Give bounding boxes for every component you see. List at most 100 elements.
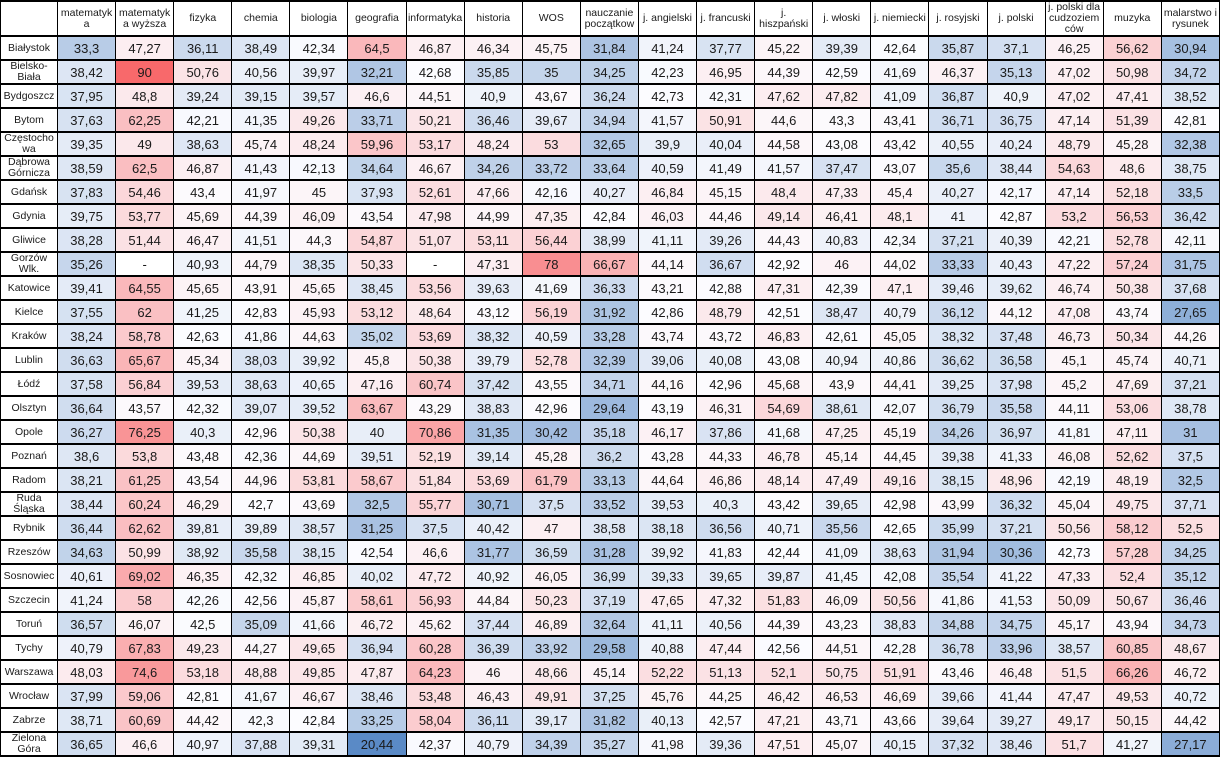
data-cell: 39,64 <box>928 707 988 734</box>
data-cell: 51,84 <box>405 467 465 494</box>
data-cell: 51,91 <box>870 659 930 686</box>
data-cell: 42,39 <box>812 275 872 302</box>
data-cell: 44,84 <box>463 587 523 614</box>
data-cell: 42,59 <box>812 59 872 86</box>
data-cell: 36,11 <box>463 707 523 734</box>
data-cell: 47,27 <box>115 35 175 62</box>
data-cell: 61,25 <box>115 467 175 494</box>
data-cell: 46,37 <box>928 59 988 86</box>
data-cell: 47,14 <box>1044 179 1104 206</box>
data-cell: 46,42 <box>754 683 814 710</box>
table-row: Poznań 38,6 53,8 43,48 42,36 44,69 39,51 52,19 3… <box>0 443 1220 470</box>
data-cell: 39,92 <box>289 347 349 374</box>
data-cell: 38,15 <box>289 539 349 566</box>
data-cell: 44,41 <box>870 371 930 398</box>
data-cell: 46,43 <box>463 683 523 710</box>
data-cell: 39,36 <box>696 731 756 758</box>
data-cell: 62 <box>115 299 175 326</box>
data-cell: 42,81 <box>173 683 233 710</box>
data-cell: 44,33 <box>696 443 756 470</box>
data-cell: 46,69 <box>870 683 930 710</box>
data-cell: 38,32 <box>463 323 523 350</box>
data-cell: 39,62 <box>986 275 1046 302</box>
data-cell: 42,07 <box>870 395 930 422</box>
data-cell: 46,87 <box>405 35 465 62</box>
data-cell: 37,98 <box>986 371 1046 398</box>
data-cell: 36,79 <box>928 395 988 422</box>
data-cell: 49,53 <box>1102 683 1162 710</box>
row-header: Tychy <box>0 635 58 662</box>
column-header-15: j. niemiecki <box>870 0 930 38</box>
data-cell: 41,86 <box>928 587 988 614</box>
data-cell: 42,84 <box>579 203 639 230</box>
data-cell: 43,74 <box>1102 299 1162 326</box>
data-cell: 42,23 <box>637 59 698 86</box>
data-cell: 43,08 <box>754 347 814 374</box>
data-cell: 35 <box>521 59 581 86</box>
data-cell: 38,99 <box>579 227 639 254</box>
data-cell: 43,94 <box>1102 611 1162 638</box>
data-cell: 44,42 <box>173 707 233 734</box>
table-row: Rzeszów 34,63 50,99 38,92 35,58 38,15 42,54 46,… <box>0 539 1220 566</box>
column-header-12: j. francuski <box>696 0 756 38</box>
data-cell: 33,92 <box>521 635 581 662</box>
table-row: Katowice 39,41 64,55 45,65 43,91 45,65 38,45 53… <box>0 275 1220 302</box>
data-cell: 39,53 <box>173 371 233 398</box>
data-cell: 43,91 <box>231 275 291 302</box>
data-cell: 36,71 <box>928 107 988 134</box>
column-header-18: j. polski dla cudzoziemców <box>1044 0 1104 38</box>
data-cell: 37,77 <box>696 35 756 62</box>
data-cell: 42,54 <box>347 539 407 566</box>
data-cell: 42,86 <box>637 299 698 326</box>
data-cell: 53 <box>521 131 581 158</box>
data-cell: 45,04 <box>1044 491 1104 518</box>
row-header: Gdynia <box>0 203 58 230</box>
data-cell: 55,77 <box>405 491 465 518</box>
data-cell: 40,3 <box>696 491 756 518</box>
column-header-11: j. angielski <box>637 0 698 38</box>
data-cell: 53,81 <box>289 467 349 494</box>
data-cell: 32,38 <box>1160 131 1220 158</box>
data-cell: 51,07 <box>405 227 465 254</box>
data-cell: 40,88 <box>637 635 698 662</box>
data-cell: 37,58 <box>56 371 117 398</box>
data-cell: 46,09 <box>812 587 872 614</box>
data-cell: 50,38 <box>1102 275 1162 302</box>
header-row: matematyka matematyka wyższa fizyka chemia b… <box>0 0 1220 38</box>
data-cell: 42,84 <box>289 707 349 734</box>
data-cell: 47,31 <box>754 275 814 302</box>
data-cell: 78 <box>521 251 581 278</box>
data-cell: 48,24 <box>289 131 349 158</box>
data-cell: 41,49 <box>696 155 756 182</box>
row-header: Kielce <box>0 299 58 326</box>
data-cell: 48,79 <box>1044 131 1104 158</box>
table-row: Rybnik 36,44 62,62 39,81 39,89 38,57 31,25 37,5… <box>0 515 1220 542</box>
data-cell: 38,78 <box>1160 395 1220 422</box>
data-cell: 31,35 <box>463 419 523 446</box>
data-cell: 40,3 <box>173 419 233 446</box>
data-cell: 61,79 <box>521 467 581 494</box>
data-cell: 34,64 <box>347 155 407 182</box>
row-header: Radom <box>0 467 58 494</box>
data-cell: 39,65 <box>696 563 756 590</box>
data-cell: 43,69 <box>289 491 349 518</box>
data-cell: 42,56 <box>754 635 814 662</box>
data-cell: 67,83 <box>115 635 175 662</box>
table-row: Toruń 36,57 46,07 42,5 35,09 41,66 46,72 45,62 3… <box>0 611 1220 638</box>
data-cell: 50,34 <box>1102 323 1162 350</box>
data-cell: 36,78 <box>928 635 988 662</box>
data-cell: 43,07 <box>870 155 930 182</box>
data-cell: 39,25 <box>928 371 988 398</box>
data-cell: 36,27 <box>56 419 117 446</box>
data-cell: 42,61 <box>812 323 872 350</box>
data-cell: 40,71 <box>754 515 814 542</box>
data-cell: 50,75 <box>812 659 872 686</box>
data-cell: 36,56 <box>696 515 756 542</box>
data-cell: 31,84 <box>579 35 639 62</box>
data-cell: 46,35 <box>173 563 233 590</box>
row-header: Warszawa <box>0 659 58 686</box>
data-cell: 46,86 <box>696 467 756 494</box>
data-cell: 49,85 <box>289 659 349 686</box>
data-cell: 44,26 <box>1160 323 1220 350</box>
data-cell: 56,53 <box>1102 203 1162 230</box>
